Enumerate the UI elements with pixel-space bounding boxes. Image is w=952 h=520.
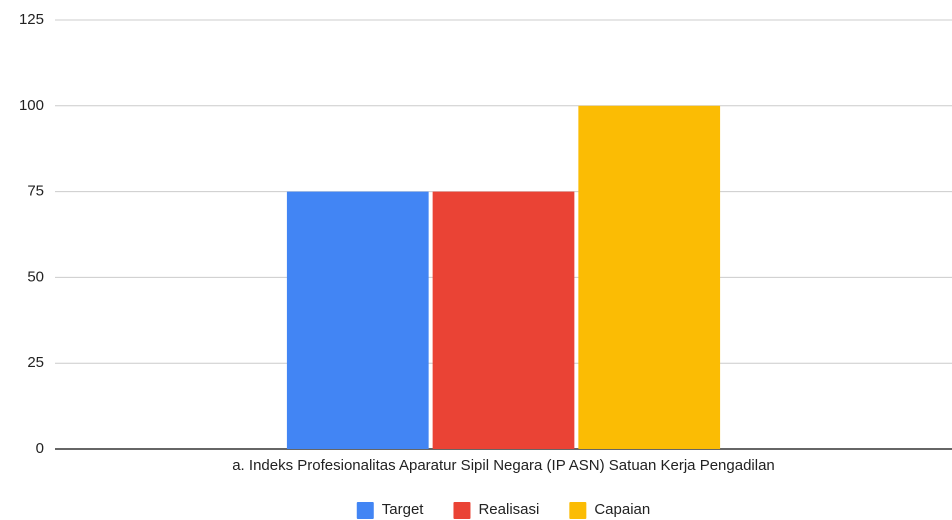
y-tick-label: 100 <box>19 97 44 114</box>
legend-swatch <box>569 502 587 519</box>
y-tick-label: 75 <box>27 183 44 200</box>
y-tick-label: 125 <box>19 11 44 28</box>
y-tick-label: 0 <box>36 440 44 457</box>
x-tick-label: a. Indeks Profesionalitas Aparatur Sipil… <box>232 457 775 474</box>
bar <box>286 191 429 449</box>
y-tick-label: 25 <box>27 354 44 371</box>
legend-label: Target <box>382 501 425 518</box>
legend-swatch <box>453 502 471 519</box>
bar <box>578 105 721 450</box>
legend-label: Realisasi <box>478 501 539 518</box>
bar <box>432 191 575 449</box>
legend-swatch <box>356 502 374 519</box>
legend-label: Capaian <box>594 501 650 518</box>
y-tick-label: 50 <box>27 268 44 285</box>
